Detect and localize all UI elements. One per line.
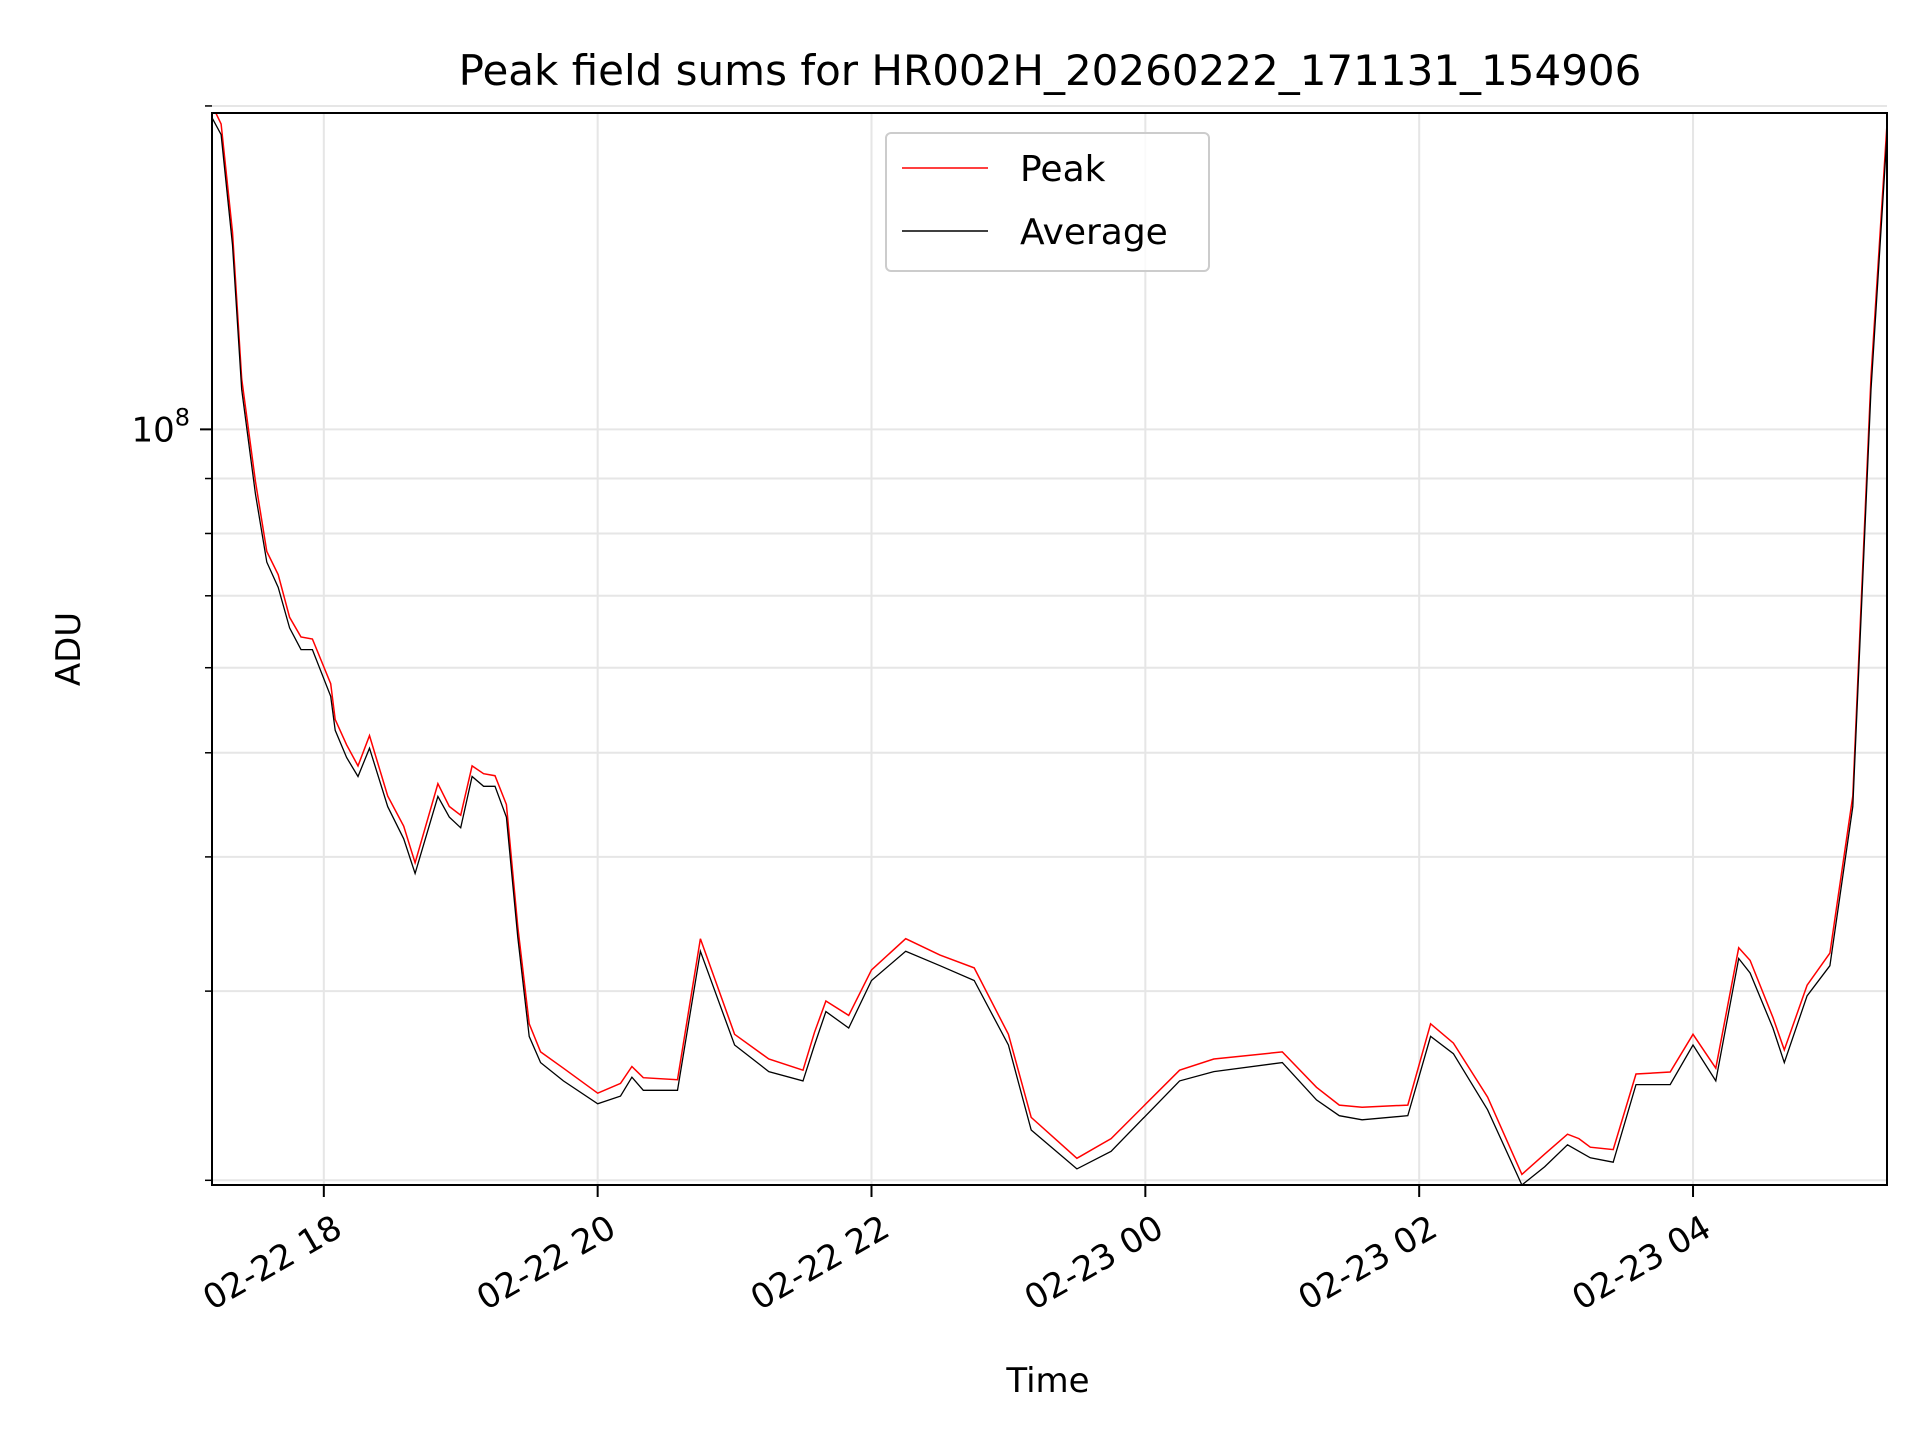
series-line-average [212,117,1887,1185]
series-layer [212,113,1887,1185]
grid [212,104,1887,1185]
y-axis-label: ADU [49,612,89,686]
series-line-peak [214,113,1887,1176]
chart-title: Peak field sums for HR002H_20260222_1711… [459,46,1642,95]
x-axis-label: Time [1005,1361,1089,1401]
y-tick-label: 108 [131,403,190,450]
plot-frame [211,112,1888,1186]
legend-average-label: Average [1020,212,1168,253]
legend-peak-label: Peak [1020,149,1106,190]
legend: Peak Average [885,132,1210,272]
